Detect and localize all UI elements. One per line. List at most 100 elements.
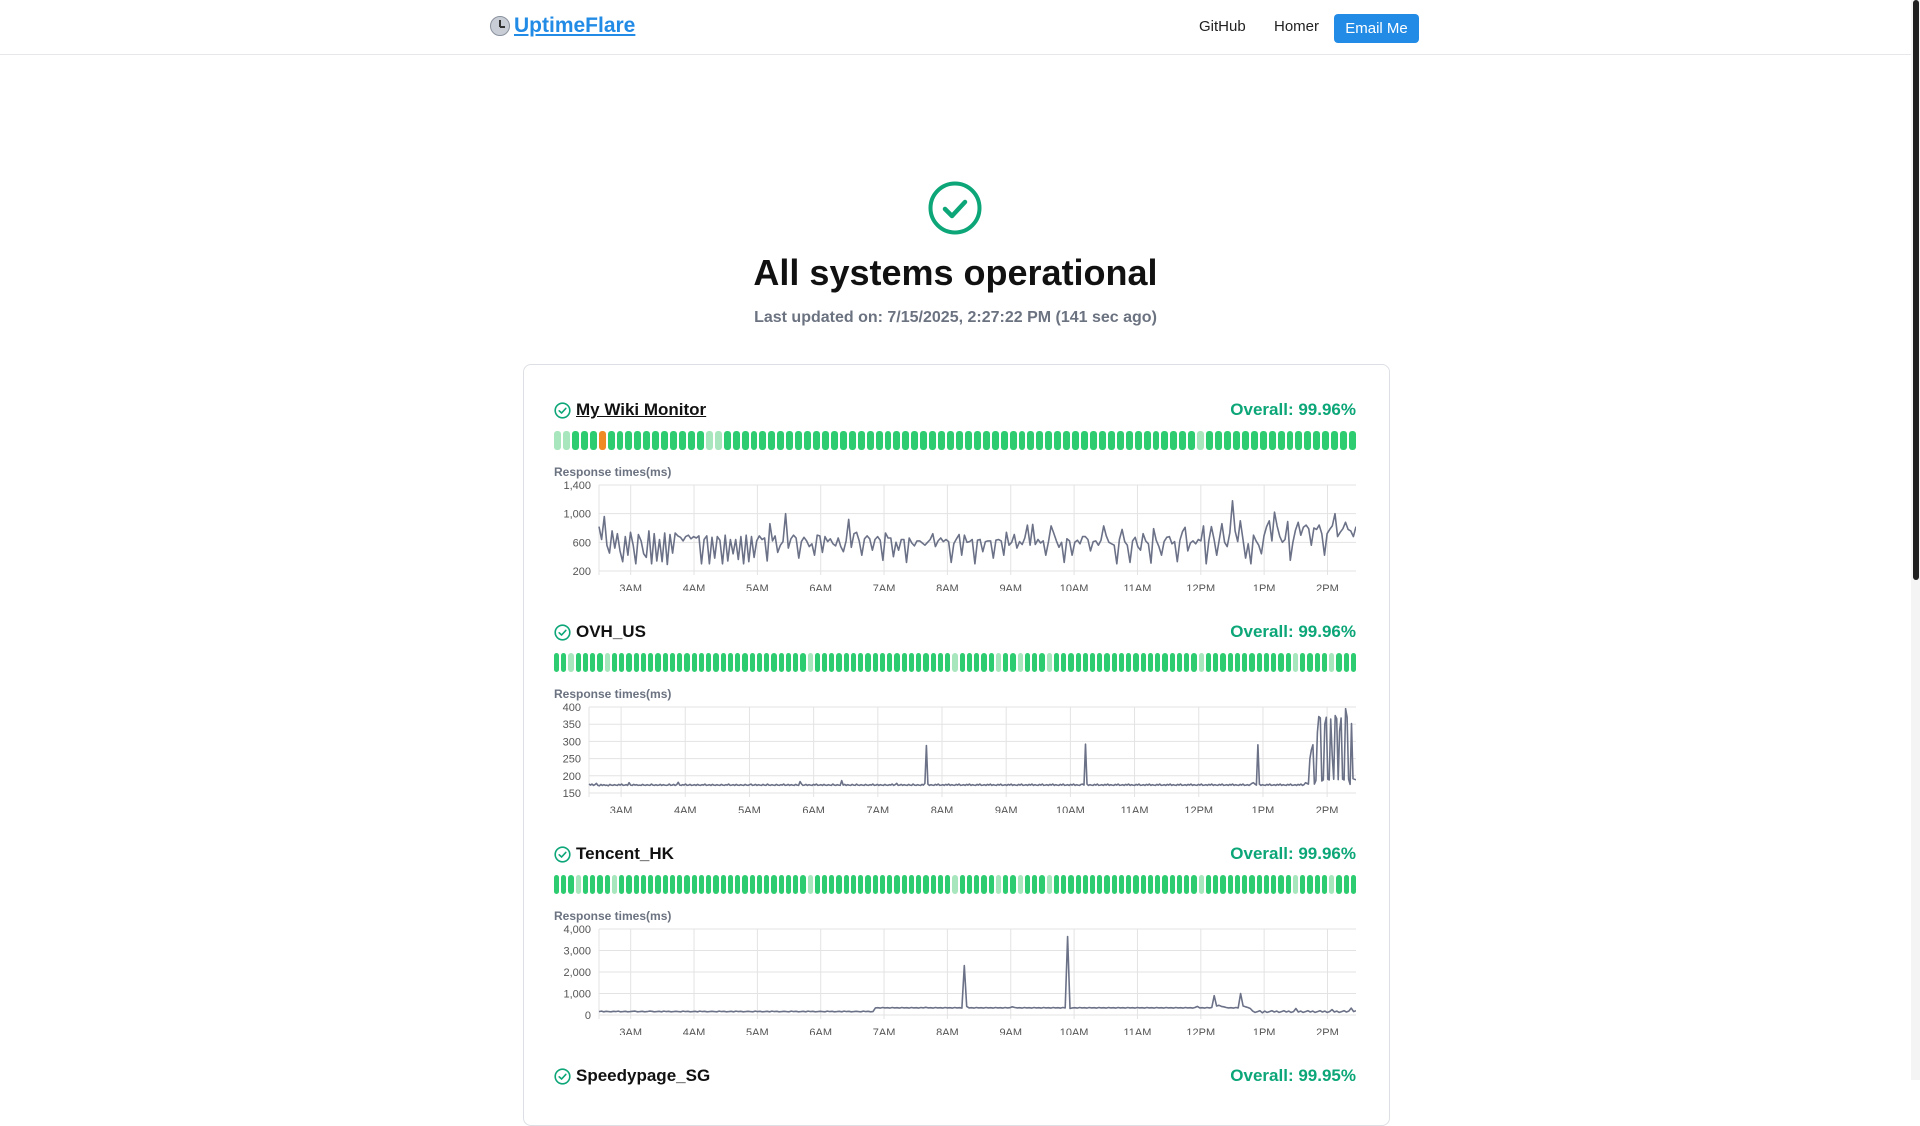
uptime-bar[interactable] [1234,653,1241,672]
uptime-bar[interactable] [1278,875,1284,894]
uptime-bar[interactable] [1133,875,1139,894]
uptime-bar[interactable] [1009,431,1017,450]
uptime-bar[interactable] [764,875,770,894]
uptime-bar[interactable] [1143,431,1151,450]
uptime-bar[interactable] [1349,431,1356,450]
uptime-bar[interactable] [655,653,661,672]
uptime-bar[interactable] [732,431,740,450]
uptime-bar[interactable] [778,653,784,672]
uptime-bar[interactable] [590,653,596,672]
uptime-bar[interactable] [1314,875,1320,894]
uptime-bar[interactable] [929,431,937,450]
uptime-bar[interactable] [648,653,654,672]
uptime-bar[interactable] [995,875,1002,894]
uptime-bar[interactable] [1053,875,1060,894]
uptime-bar[interactable] [1140,653,1146,672]
uptime-bar[interactable] [778,875,784,894]
uptime-bar[interactable] [759,431,767,450]
uptime-bar[interactable] [858,653,864,672]
uptime-bar[interactable] [1184,653,1190,672]
uptime-bar[interactable] [938,431,946,450]
uptime-bar[interactable] [670,431,678,450]
uptime-bar[interactable] [619,875,625,894]
uptime-bar[interactable] [633,653,639,672]
uptime-bar[interactable] [836,875,842,894]
uptime-bar[interactable] [735,653,741,672]
uptime-bar[interactable] [865,653,871,672]
uptime-bar[interactable] [598,431,606,450]
uptime-bar[interactable] [843,653,849,672]
uptime-bar[interactable] [1300,653,1306,672]
uptime-bar[interactable] [785,653,792,672]
uptime-bar[interactable] [1322,431,1330,450]
uptime-bar[interactable] [1046,875,1052,894]
uptime-bar[interactable] [688,431,695,450]
uptime-bar[interactable] [568,875,574,894]
uptime-bar[interactable] [937,875,944,894]
uptime-bar[interactable] [879,875,886,894]
uptime-bar[interactable] [988,653,994,672]
uptime-bar[interactable] [554,875,560,894]
uptime-bar[interactable] [742,653,748,672]
uptime-bar[interactable] [625,431,633,450]
uptime-bar[interactable] [662,653,668,672]
uptime-bar[interactable] [626,875,632,894]
nav-github[interactable]: GitHub [1199,18,1246,35]
uptime-bar[interactable] [872,875,878,894]
uptime-bar[interactable] [1039,875,1045,894]
uptime-bar[interactable] [1263,653,1270,672]
uptime-bar[interactable] [822,431,829,450]
uptime-bar[interactable] [937,653,944,672]
uptime-bar[interactable] [1307,653,1313,672]
uptime-bar[interactable] [1314,653,1320,672]
uptime-bar[interactable] [1081,431,1088,450]
uptime-bar[interactable] [1063,431,1071,450]
monitor-name-link[interactable]: My Wiki Monitor [576,400,707,419]
uptime-bar[interactable] [894,875,900,894]
uptime-bar[interactable] [706,653,712,672]
uptime-bar[interactable] [1215,431,1222,450]
uptime-bar[interactable] [800,875,806,894]
uptime-bar[interactable] [562,431,570,450]
uptime-bar[interactable] [1003,875,1009,894]
nav-homer[interactable]: Homer [1274,18,1320,35]
uptime-bar[interactable] [696,431,704,450]
uptime-bar[interactable] [887,653,893,672]
uptime-bar[interactable] [865,875,871,894]
uptime-bar[interactable] [1176,875,1183,894]
uptime-bar[interactable] [633,875,639,894]
uptime-bar[interactable] [1249,875,1255,894]
uptime-bar[interactable] [1213,875,1219,894]
uptime-bar[interactable] [1256,653,1262,672]
uptime-bar[interactable] [735,875,741,894]
uptime-bar[interactable] [839,431,847,450]
uptime-bar[interactable] [771,653,777,672]
uptime-bar[interactable] [611,875,618,894]
uptime-bar[interactable] [1000,431,1008,450]
uptime-bar[interactable] [829,875,835,894]
uptime-bar[interactable] [1198,653,1204,672]
uptime-bar[interactable] [1017,875,1023,894]
uptime-bar[interactable] [1024,875,1031,894]
uptime-bar[interactable] [706,875,712,894]
uptime-bar[interactable] [1018,431,1026,450]
uptime-bar[interactable] [1198,875,1204,894]
uptime-bar[interactable] [866,431,874,450]
uptime-bar[interactable] [1061,875,1067,894]
uptime-bar[interactable] [807,653,813,672]
uptime-bar[interactable] [1256,875,1262,894]
uptime-bar[interactable] [956,431,963,450]
uptime-bar[interactable] [1003,653,1009,672]
uptime-bar[interactable] [848,431,856,450]
uptime-bar[interactable] [858,875,864,894]
uptime-bar[interactable] [626,653,632,672]
uptime-bar[interactable] [804,431,812,450]
uptime-bar[interactable] [982,431,990,450]
uptime-bar[interactable] [1232,431,1240,450]
uptime-bar[interactable] [1285,875,1291,894]
uptime-bar[interactable] [1271,653,1277,672]
uptime-bar[interactable] [662,875,668,894]
uptime-bar[interactable] [571,431,579,450]
uptime-bar[interactable] [1116,431,1124,450]
uptime-bar[interactable] [1039,653,1045,672]
